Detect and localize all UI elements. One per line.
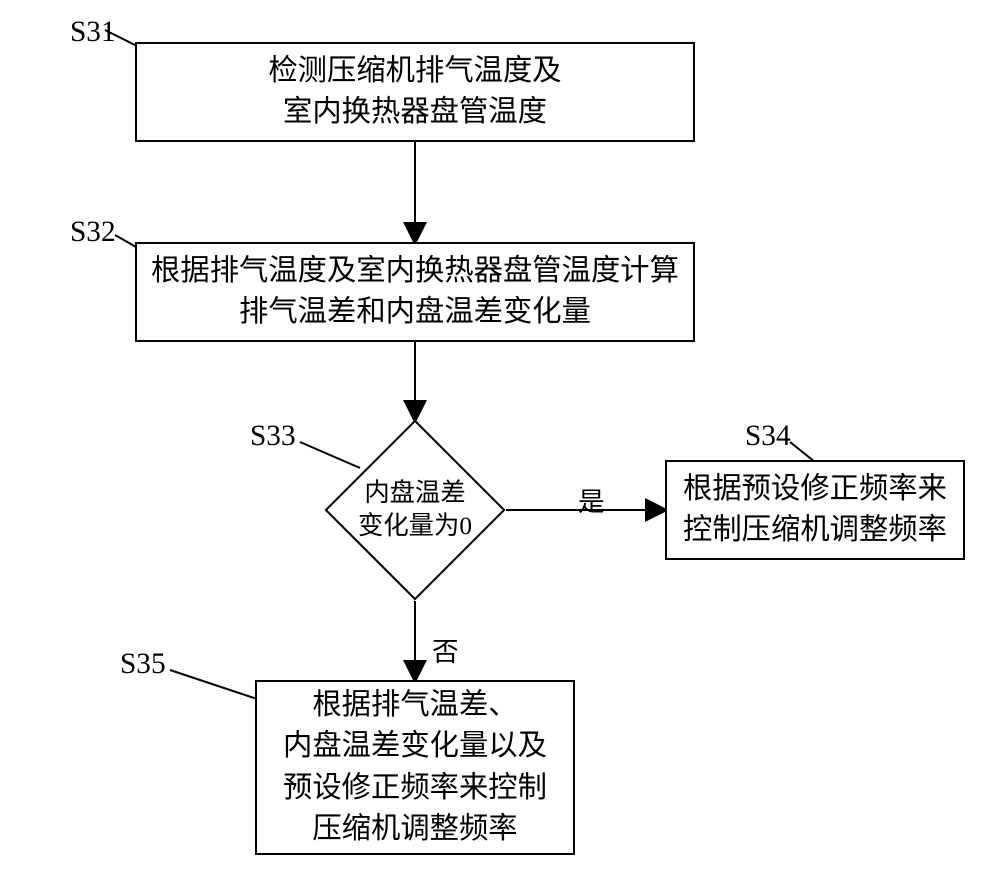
node-text-line: 内盘温差变化量以及 (283, 726, 547, 767)
node-text-line: 压缩机调整频率 (283, 809, 547, 850)
node-text-line: 根据排气温差、 (283, 685, 547, 726)
node-s35: 根据排气温差、 内盘温差变化量以及 预设修正频率来控制 压缩机调整频率 (255, 680, 575, 855)
flowchart-canvas: S31 检测压缩机排气温度及 室内换热器盘管温度 S32 根据排气温度及室内换热… (0, 0, 1000, 892)
node-text-line: 预设修正频率来控制 (283, 768, 547, 809)
